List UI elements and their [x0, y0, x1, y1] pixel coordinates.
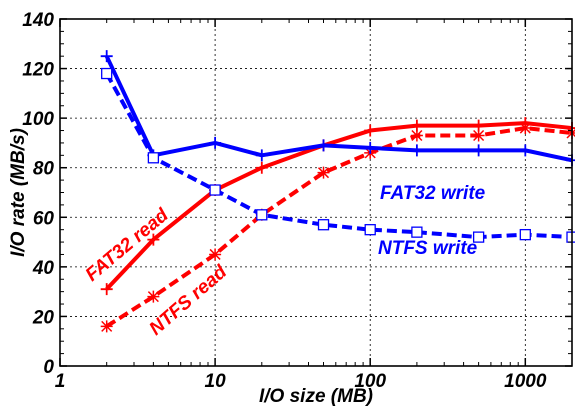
- x-tick-label: 100: [354, 371, 386, 392]
- data-point: [317, 139, 330, 152]
- series-label: NTFS write: [378, 238, 478, 259]
- series-line: [105, 126, 573, 329]
- tick-layer: 0 20 40 60 80 100 120 140 1 10 100 1000: [22, 10, 573, 392]
- data-point: [472, 129, 485, 142]
- data-point: [519, 144, 532, 157]
- x-tick-label: 1000: [504, 371, 547, 392]
- series-layer: [100, 50, 575, 333]
- data-point: [100, 283, 113, 296]
- series-label: FAT32 read: [82, 205, 173, 286]
- y-tick-label: 0: [43, 357, 54, 378]
- data-point: [317, 166, 330, 179]
- data-point: [472, 144, 485, 157]
- data-point: [410, 129, 423, 142]
- data-point: [410, 144, 423, 157]
- y-tick-label: 100: [22, 109, 54, 130]
- y-tick-label: 40: [32, 258, 55, 279]
- series-ntfs-write: [101, 67, 575, 243]
- data-point: [255, 149, 268, 162]
- series-line: [105, 121, 573, 291]
- data-point: [101, 67, 113, 80]
- x-axis-title: I/O size (MB): [259, 386, 373, 406]
- data-point: [519, 228, 531, 241]
- y-tick-label: 60: [33, 208, 55, 229]
- plot-frame: [59, 18, 573, 367]
- data-point: [256, 209, 268, 221]
- series-label: FAT32 write: [380, 183, 486, 204]
- data-point: [566, 231, 575, 243]
- data-point: [364, 224, 376, 236]
- x-tick-label: 1: [55, 371, 66, 392]
- y-tick-label: 140: [22, 10, 54, 31]
- data-point: [364, 124, 377, 137]
- series-fat32-read: [100, 117, 575, 296]
- data-point: [519, 122, 532, 135]
- data-point: [209, 248, 222, 261]
- data-point: [209, 184, 221, 196]
- data-point: [364, 141, 377, 154]
- series-line: [104, 72, 573, 240]
- y-tick-label: 80: [33, 159, 55, 180]
- y-tick-label: 120: [22, 60, 54, 81]
- data-point: [209, 136, 222, 149]
- data-point: [100, 320, 113, 333]
- grid-layer: [60, 19, 572, 366]
- data-point: [411, 226, 423, 238]
- frame-layer: [59, 18, 573, 367]
- data-point: [566, 154, 575, 167]
- data-point: [317, 219, 330, 231]
- data-point: [472, 231, 485, 243]
- data-point: [255, 161, 268, 174]
- series-fat32-write: [100, 50, 575, 167]
- x-tick-label: 10: [205, 371, 227, 392]
- y-axis-title: I/O rate (MB/s): [8, 128, 29, 257]
- data-point: [147, 290, 160, 303]
- y-tick-label: 20: [32, 307, 55, 328]
- series-line: [104, 55, 573, 163]
- data-point: [147, 152, 160, 164]
- data-point: [147, 233, 160, 246]
- data-point: [100, 50, 113, 63]
